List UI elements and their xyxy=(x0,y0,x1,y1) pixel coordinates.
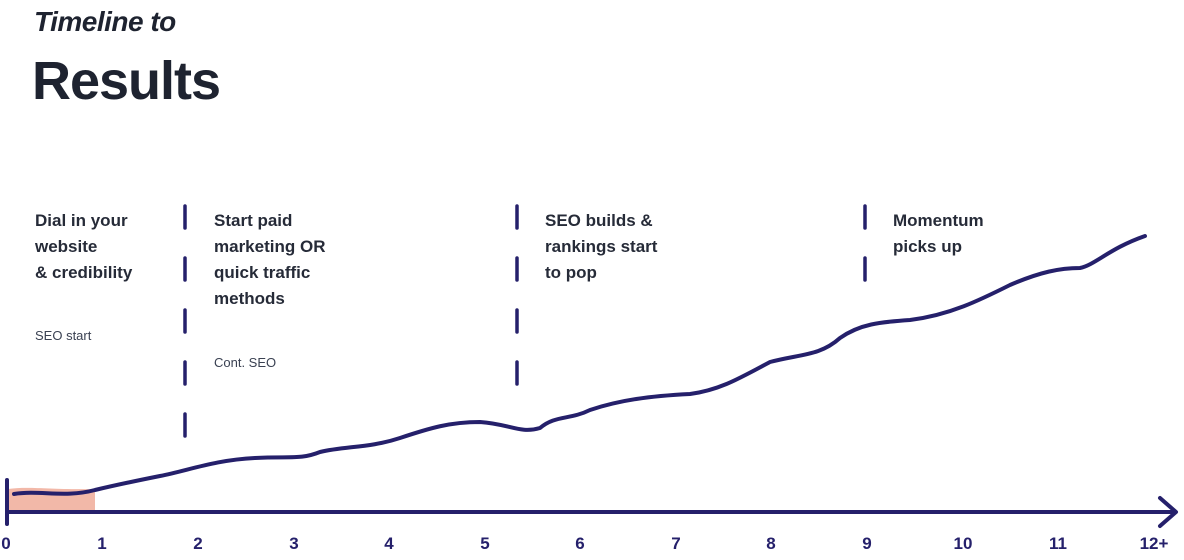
phase-2-sub: Cont. SEO xyxy=(214,355,277,370)
x-tick-4: 4 xyxy=(384,534,394,553)
title-line-1: Timeline to xyxy=(34,6,176,37)
phase-3-label: SEO builds & rankings start to pop xyxy=(545,211,658,282)
phase-1-sub: SEO start xyxy=(35,328,92,343)
x-tick-12: 12+ xyxy=(1139,534,1169,553)
x-tick-3: 3 xyxy=(289,534,299,553)
phase-dividers xyxy=(183,204,867,442)
phase-2-label: Start paid marketing OR quick traffic me… xyxy=(214,211,326,308)
phase-1-label: Dial in your website & credibility xyxy=(35,211,133,282)
page-title: Results xyxy=(32,51,221,111)
x-tick-2: 2 xyxy=(193,534,203,553)
x-tick-5: 5 xyxy=(480,534,490,553)
axis-arrow-icon xyxy=(1158,496,1178,528)
phase-4-label: Momentum picks up xyxy=(893,211,984,256)
x-tick-0: 0 xyxy=(1,534,11,553)
x-tick-1: 1 xyxy=(97,534,107,553)
x-tick-8: 8 xyxy=(766,534,776,553)
x-tick-7: 7 xyxy=(671,534,681,553)
x-tick-6: 6 xyxy=(575,534,585,553)
trend-line xyxy=(12,234,1147,496)
x-tick-9: 9 xyxy=(862,534,872,553)
x-axis xyxy=(5,478,1178,528)
x-tick-11: 11 xyxy=(1049,534,1067,553)
x-tick-10: 10 xyxy=(953,534,973,553)
